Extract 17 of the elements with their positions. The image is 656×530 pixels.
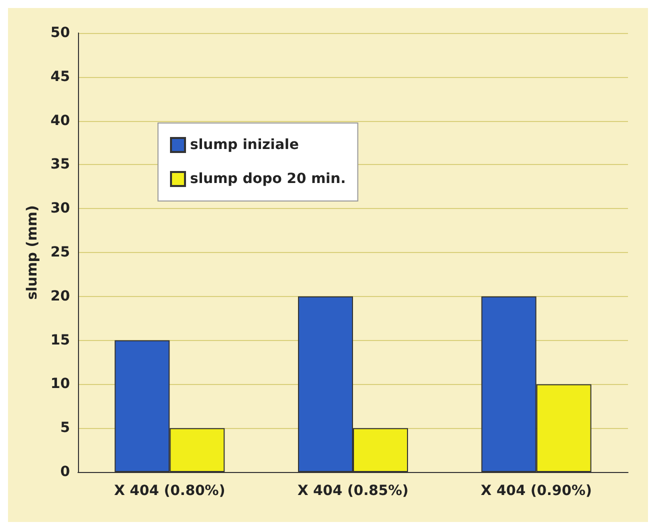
y-tick-label: 35: [50, 156, 70, 173]
y-tick-label: 10: [50, 376, 70, 392]
y-tick-label: 50: [50, 25, 70, 41]
legend-label: slump dopo 20 min.: [190, 171, 346, 187]
y-tick-label: 0: [60, 464, 70, 480]
y-tick-label: 30: [50, 200, 70, 217]
y-tick-label: 45: [50, 68, 70, 85]
y-axis-title: slump (mm): [24, 205, 41, 300]
x-tick-label: X 404 (0.85%): [297, 483, 409, 499]
x-tick-label: X 404 (0.90%): [480, 483, 592, 499]
legend-label: slump iniziale: [190, 137, 299, 153]
x-tick-label: X 404 (0.80%): [114, 483, 226, 499]
y-tick-label: 25: [50, 244, 70, 260]
y-tick-label: 15: [50, 332, 70, 348]
y-tick-label: 20: [50, 288, 70, 304]
y-tick-label: 40: [50, 112, 70, 129]
y-tick-label: 5: [60, 420, 70, 436]
